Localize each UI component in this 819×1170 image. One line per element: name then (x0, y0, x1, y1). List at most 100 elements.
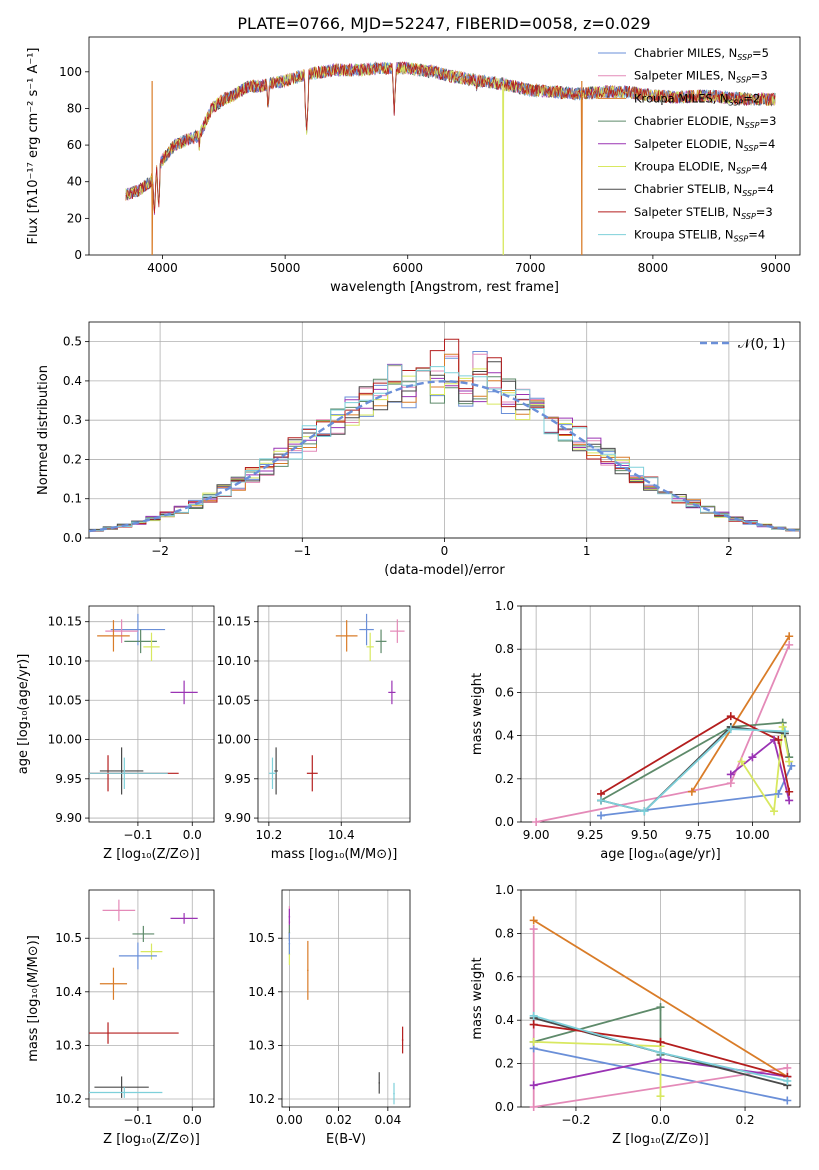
legend-label-sub: SSP (736, 167, 751, 176)
plot-area (89, 338, 800, 533)
plot-frame (88, 321, 801, 539)
plot-area (288, 906, 404, 1105)
series-line (730, 738, 791, 801)
legend-label-suffix: =4 (758, 137, 775, 151)
y-axis-label: mass weight (470, 957, 485, 1039)
series-marker (726, 725, 735, 734)
x-axis-label: age [log₁₀(age/yr)] (600, 847, 721, 862)
legend: Chabrier MILES, NSSP=5 Salpeter MILES, NS… (598, 46, 776, 244)
y-tick-label: 20 (67, 211, 82, 225)
series-line (600, 728, 785, 813)
x-tick-label: 7000 (515, 261, 546, 275)
legend-label-text: Salpeter ELODIE, N (634, 137, 744, 151)
legend-label: Salpeter ELODIE, NSSP=4 (634, 137, 775, 153)
x-tick-label: 0 (441, 544, 449, 558)
x-tick-label: 0.2 (735, 1113, 754, 1127)
y-tick-label: 40 (67, 175, 82, 189)
x-axis-label: (data-model)/error (384, 563, 505, 578)
legend-label: Chabrier MILES, NSSP=5 (634, 46, 769, 62)
y-axis-label: age [log₁₀(age/yr)] (16, 654, 31, 775)
x-tick-label: 0.0 (183, 1113, 202, 1127)
x-tick-label: 8000 (638, 261, 669, 275)
x-tick-label: −0.1 (123, 828, 152, 842)
legend-label-sub: SSP (745, 121, 760, 130)
x-axis-label: Z [log₁₀(Z/Z⊙)] (103, 847, 200, 862)
x-tick-label: 6000 (392, 261, 423, 275)
series-marker (785, 796, 794, 805)
series-marker (770, 807, 779, 816)
plot-frame (520, 889, 801, 1108)
y-tick-label: 0.4 (495, 1013, 514, 1027)
plot-area (89, 613, 198, 795)
series-line (691, 635, 790, 793)
legend-label-sub: SSP (741, 212, 756, 221)
series-marker (529, 1081, 538, 1090)
series-marker (656, 1092, 665, 1101)
legend-label: Chabrier ELODIE, NSSP=3 (634, 114, 776, 130)
plot-area (125, 61, 776, 255)
x-axis-label: Z [log₁₀(Z/Z⊙)] (103, 1132, 200, 1147)
y-tick-label: 0.2 (495, 772, 514, 786)
series-line (533, 1041, 662, 1097)
y-tick-label: 0.0 (495, 1100, 514, 1114)
series-marker (656, 1003, 665, 1012)
y-tick-label: 0.1 (63, 492, 82, 506)
y-tick-label: 10.10 (217, 654, 251, 668)
legend-label-text: Kroupa ELODIE, N (634, 160, 736, 174)
legend-label-text: Chabrier STELIB, N (634, 182, 742, 196)
series-line (600, 715, 791, 795)
legend-label-text: Chabrier ELODIE, N (634, 114, 745, 128)
axes-massweight-vs-z: −0.2 0.0 0.2 0.0 0.2 0.4 0.6 0.8 1.0 Z [log₁₀(Z/Z… (470, 883, 801, 1147)
series-marker (737, 757, 746, 766)
x-tick-label: 5000 (270, 261, 301, 275)
y-tick-label: 0.3 (63, 413, 82, 427)
histogram-step (89, 364, 800, 532)
series-marker (783, 1063, 792, 1072)
y-tick-label: 10.2 (248, 1092, 275, 1106)
y-tick-label: 10.5 (248, 931, 275, 945)
legend-label-text: Chabrier MILES, N (634, 46, 737, 60)
legend-label: Salpeter MILES, NSSP=3 (634, 69, 768, 85)
series-marker (597, 811, 606, 820)
y-tick-label: 0.6 (495, 685, 514, 699)
series-marker (597, 796, 606, 805)
y-tick-label: 10.05 (48, 693, 82, 707)
legend-label: Kroupa MILES, NSSP=2 (634, 91, 760, 107)
series-marker (774, 789, 783, 798)
series-marker (656, 1037, 665, 1046)
series-marker (778, 722, 787, 731)
y-tick-label: 0.8 (495, 642, 514, 656)
x-tick-label: −0.2 (561, 1113, 590, 1127)
legend-label-suffix: =4 (757, 182, 774, 196)
x-tick-label: 10.4 (328, 828, 355, 842)
legend-label: Chabrier STELIB, NSSP=4 (634, 182, 774, 198)
y-tick-label: 60 (67, 138, 82, 152)
y-tick-label: 10.00 (48, 733, 82, 747)
y-axis-label: Normed distribution (36, 365, 51, 495)
legend-label-sub: SSP (742, 189, 757, 198)
x-tick-label: 2 (725, 544, 733, 558)
x-tick-label: 9.75 (685, 828, 712, 842)
y-tick-label: 10.05 (217, 693, 251, 707)
y-tick-label: 0 (74, 248, 82, 262)
legend-label-text: Kroupa MILES, N (634, 91, 729, 105)
x-axis-label: E(B-V) (326, 1132, 366, 1147)
series-marker (726, 712, 735, 721)
plot-area (89, 899, 198, 1098)
x-axis-label: mass [log₁₀(M/M⊙)] (271, 847, 398, 862)
y-tick-label: 0.0 (495, 815, 514, 829)
series-marker (529, 1103, 538, 1111)
series-marker (529, 1037, 538, 1046)
plot-frame (88, 36, 801, 256)
series-marker (687, 787, 696, 796)
x-tick-label: 10.00 (735, 828, 769, 842)
spectrum-line (125, 61, 776, 214)
x-axis-label: Z [log₁₀(Z/Z⊙)] (612, 1132, 709, 1147)
axes-spectrum: 4000 5000 6000 7000 8000 9000 0 20 40 60 80 100 wave… (26, 36, 801, 295)
plot-frame (88, 889, 215, 1108)
series-line (740, 726, 791, 814)
x-tick-label: 0.00 (276, 1113, 303, 1127)
y-tick-label: 9.90 (224, 811, 251, 825)
x-axis-label: wavelength [Angstrom, rest frame] (330, 280, 559, 295)
